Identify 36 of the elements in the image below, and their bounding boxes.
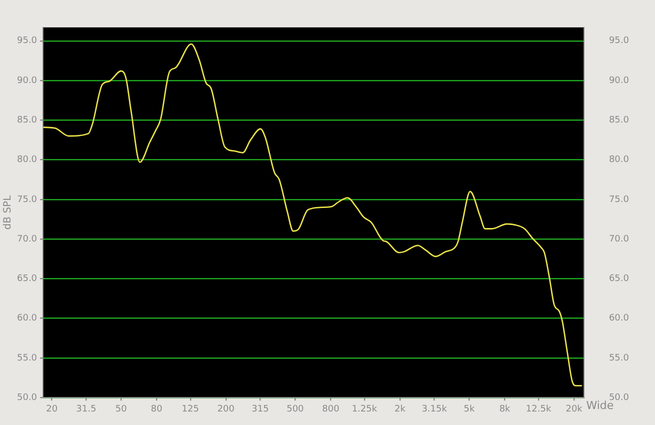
x-tick-label: 500 bbox=[286, 404, 304, 414]
y-tick-label: 85.0 bbox=[16, 115, 38, 126]
y2-tick-label: 90.0 bbox=[608, 76, 630, 86]
y2-tick-label: 80.0 bbox=[608, 155, 630, 166]
x-tick-label: 800 bbox=[322, 404, 340, 414]
y2-tick-label: 60.0 bbox=[608, 314, 630, 324]
x-tick-label: 12.5k bbox=[526, 404, 552, 414]
y2-tick-label: 75.0 bbox=[608, 194, 630, 205]
y-tick-label: 75.0 bbox=[16, 194, 38, 205]
x-tick-label: 2k bbox=[394, 404, 406, 414]
y-axis-title: dB SPL bbox=[2, 194, 14, 230]
y2-tick-label: 55.0 bbox=[608, 353, 630, 364]
x-tick-label: 3.15k bbox=[422, 404, 448, 414]
y2-tick-label: 65.0 bbox=[608, 274, 630, 284]
y-tick-label: 50.0 bbox=[16, 392, 38, 403]
y2-tick-label: 85.0 bbox=[608, 115, 630, 126]
y-tick-label: 95.0 bbox=[16, 36, 38, 46]
x-tick-label: 315 bbox=[252, 404, 269, 414]
x-tick-label: 50 bbox=[115, 404, 128, 414]
y-tick-label: 90.0 bbox=[16, 76, 38, 86]
y-tick-label: 60.0 bbox=[16, 314, 38, 324]
y2-tick-label: 70.0 bbox=[608, 234, 630, 244]
x-tick-label: 8k bbox=[499, 404, 512, 414]
y-tick-label: 80.0 bbox=[16, 155, 38, 166]
x-tick-label: 20k bbox=[566, 404, 584, 414]
y2-tick-label: 95.0 bbox=[608, 36, 630, 46]
x-tick-label: 1.25k bbox=[352, 404, 378, 414]
x-tick-label: 125 bbox=[182, 404, 199, 414]
x-tick-label: 80 bbox=[150, 404, 163, 414]
y-tick-label: 70.0 bbox=[16, 234, 38, 244]
x-tick-label: 5k bbox=[464, 404, 476, 414]
x-tick-label: 20 bbox=[46, 404, 58, 414]
y-tick-label: 65.0 bbox=[16, 274, 38, 284]
x-tick-label: 31.5 bbox=[76, 404, 96, 414]
y-tick-label: 55.0 bbox=[16, 353, 38, 364]
x-tick-label: 200 bbox=[217, 404, 235, 414]
